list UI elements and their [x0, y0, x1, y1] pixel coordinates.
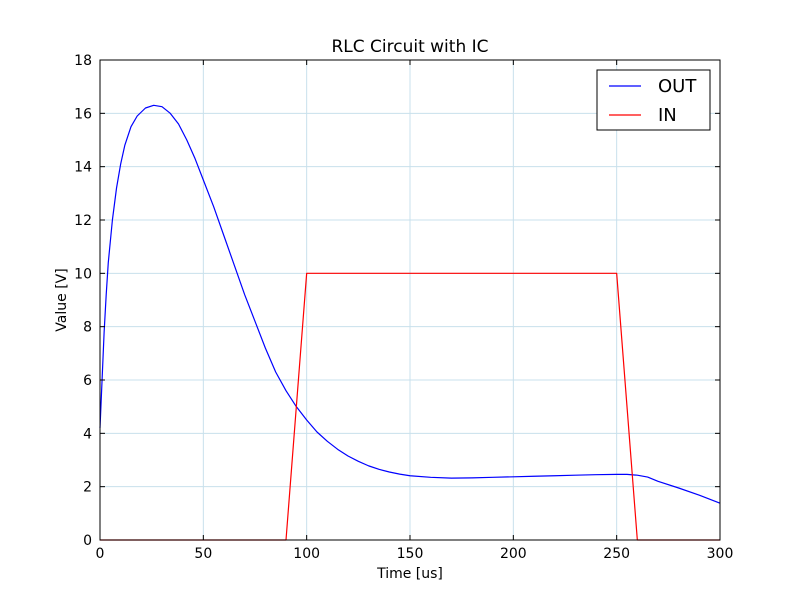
- y-tick-label: 12: [74, 213, 92, 229]
- x-tick-label: 200: [500, 546, 527, 562]
- legend-box: [596, 69, 711, 131]
- x-tick-label: 250: [603, 546, 630, 562]
- chart-title: RLC Circuit with IC: [331, 37, 488, 57]
- y-tick-label: 8: [83, 320, 92, 336]
- x-axis-label: Time [us]: [376, 566, 443, 582]
- y-tick-label: 18: [74, 53, 92, 69]
- legend-label-in: IN: [658, 105, 677, 126]
- x-tick-label: 50: [194, 546, 212, 562]
- x-tick-label: 0: [96, 546, 105, 562]
- legend-label-out: OUT: [658, 76, 697, 97]
- y-tick-label: 16: [74, 106, 92, 122]
- x-tick-label: 100: [293, 546, 320, 562]
- y-tick-label: 4: [83, 426, 92, 442]
- ticks: [99, 59, 721, 541]
- y-tick-label: 0: [83, 533, 92, 549]
- y-tick-label: 2: [83, 480, 92, 496]
- x-tick-label: 300: [707, 546, 734, 562]
- y-tick-label: 14: [74, 160, 92, 176]
- x-tick-label: 150: [397, 546, 424, 562]
- tick-labels: 0 50 100 150 200 250 300 0 2 4 6 8 10 12 14 16 18: [74, 53, 733, 562]
- y-axis-label: Value [V]: [54, 268, 70, 331]
- y-tick-label: 10: [74, 266, 92, 282]
- y-tick-label: 6: [83, 373, 92, 389]
- legend: OUT IN: [596, 69, 711, 131]
- series-line-out: [99, 104, 721, 504]
